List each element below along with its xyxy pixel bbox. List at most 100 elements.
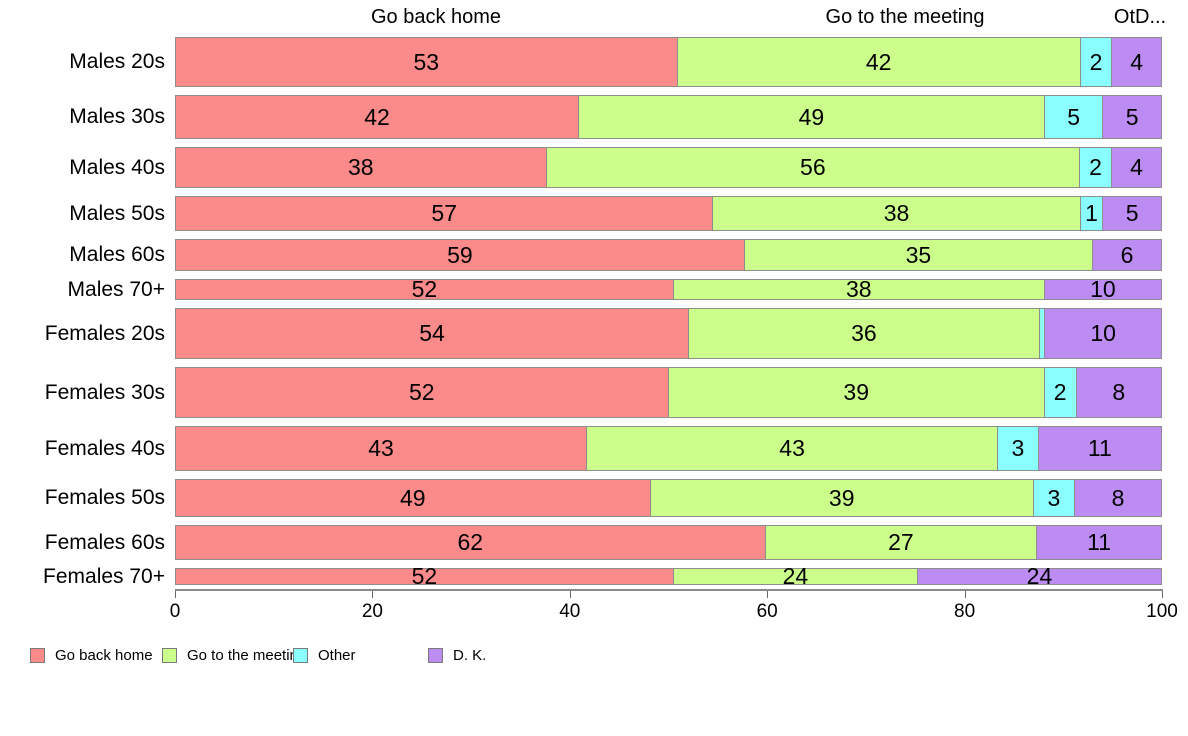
segment-value-label: 8 [1111, 484, 1125, 511]
segment-value-label: 56 [800, 154, 826, 180]
segment-value-label: 38 [883, 200, 910, 226]
legend-label: D. K. [453, 647, 487, 664]
segment-value-label: 3 [1011, 435, 1025, 461]
segment-value-label: 42 [865, 48, 892, 75]
legend-swatch-icon [293, 648, 308, 663]
segment-value-label: 54 [419, 320, 445, 346]
bar-segment-go-back-home: 53 [175, 37, 678, 87]
x-axis-tick [964, 591, 966, 598]
segment-value-label: 59 [447, 241, 473, 268]
segment-value-label: 39 [843, 379, 869, 405]
chart-row-males-40s: Males 40s 38 56 2 4 [0, 147, 1162, 188]
legend-item-other: Other [293, 647, 356, 664]
segment-value-label: 27 [888, 529, 914, 555]
segment-value-label: 42 [364, 103, 390, 130]
bar-segment-d-k: 4 [1111, 147, 1162, 188]
bar-segment-d-k: 10 [1043, 278, 1162, 301]
legend-swatch-icon [428, 648, 443, 663]
bar-segment-go-back-home: 38 [175, 147, 547, 188]
bar-segment-d-k: 6 [1092, 239, 1162, 271]
segment-value-label: 1 [1085, 200, 1098, 226]
bar-segment-go-back-home: 42 [175, 95, 580, 139]
row-label: Males 70+ [67, 277, 165, 301]
stacked-bar: 62 27 11 [175, 525, 1162, 560]
stacked-bar: 52 24 24 [175, 563, 1163, 589]
bar-segment-d-k: 11 [1037, 426, 1162, 471]
stacked-bar: 49 39 3 8 [175, 479, 1162, 517]
chart-row-females-70: Females 70+ 52 24 24 [0, 563, 1163, 589]
segment-value-label: 11 [1087, 529, 1112, 555]
segment-value-label: 5 [1067, 103, 1080, 130]
segment-value-label: 4 [1130, 48, 1144, 75]
segment-value-label: 6 [1120, 241, 1134, 268]
legend-label: Go back home [55, 647, 153, 664]
bar-segment-go-to-the-meeting: 42 [676, 37, 1081, 87]
chart-row-females-20s: Females 20s 54 36 10 [0, 308, 1162, 359]
bar-segment-go-to-the-meeting: 38 [672, 276, 1045, 302]
bar-segment-go-back-home: 62 [175, 525, 766, 560]
legend-label: Go to the meeting [187, 647, 307, 664]
x-axis-tick-label: 40 [559, 601, 581, 622]
stacked-bar: 42 49 5 5 [175, 95, 1162, 139]
chart-row-females-40s: Females 40s 43 43 3 11 [0, 426, 1162, 471]
segment-value-label: 11 [1087, 435, 1112, 461]
segment-value-label: 2 [1053, 379, 1067, 405]
bar-segment-other: 5 [1043, 95, 1104, 139]
bar-segment-go-to-the-meeting: 39 [649, 479, 1034, 517]
segment-value-label: 43 [368, 435, 394, 461]
bar-segment-go-back-home: 52 [175, 278, 674, 301]
segment-value-label: 49 [798, 103, 825, 130]
x-axis-tick-label: 0 [169, 601, 181, 622]
segment-value-label: 5 [1125, 200, 1139, 226]
x-axis-tick-label: 80 [954, 601, 976, 622]
segment-value-label: 3 [1047, 484, 1061, 511]
segment-value-label: 43 [779, 435, 805, 461]
stacked-bar: 59 35 6 [175, 239, 1162, 271]
row-label: Males 30s [69, 105, 165, 128]
bar-segment-d-k: 8 [1075, 367, 1162, 418]
legend-item-go-to-the-meeting: Go to the meeting [162, 647, 306, 664]
segment-value-label: 2 [1089, 154, 1102, 180]
top-label-otd: OtD... [1113, 6, 1167, 28]
bar-segment-go-to-the-meeting: 24 [672, 565, 918, 588]
segment-value-label: 38 [846, 276, 872, 302]
bar-segment-other: 3 [997, 426, 1039, 471]
chart-row-females-60s: Females 60s 62 27 11 [0, 525, 1162, 560]
row-label: Females 50s [44, 486, 165, 509]
legend-label: Other [318, 647, 356, 664]
stacked-bar: 53 42 2 4 [175, 37, 1162, 87]
bar-segment-go-back-home: 59 [175, 239, 745, 271]
bar-segment-other: 3 [1032, 479, 1076, 517]
segment-value-label: 10 [1090, 320, 1116, 346]
bar-segment-go-to-the-meeting: 39 [667, 367, 1045, 418]
segment-value-label: 62 [457, 529, 484, 555]
segment-value-label: 36 [851, 320, 877, 346]
chart-row-males-30s: Males 30s 42 49 5 5 [0, 95, 1162, 139]
bar-segment-go-back-home: 57 [175, 196, 714, 231]
legend-item-go-back-home: Go back home [30, 647, 153, 664]
row-label: Males 60s [69, 243, 165, 266]
bar-segment-go-to-the-meeting: 36 [687, 308, 1040, 359]
bar-rows: Males 20s 53 42 2 4 Males 30s 42 49 5 5 Males 40s 3… [0, 37, 1163, 593]
bar-segment-go-back-home: 54 [175, 308, 689, 359]
stacked-bar: 54 36 10 [175, 308, 1162, 359]
stacked-bar: 52 39 2 8 [175, 367, 1162, 418]
stacked-bar: 43 43 3 11 [175, 426, 1162, 471]
legend-item-d-k: D. K. [428, 647, 486, 664]
segment-value-label: 39 [828, 484, 855, 511]
x-axis-tick [767, 591, 769, 598]
row-label: Females 20s [44, 321, 165, 345]
bar-segment-d-k: 5 [1102, 196, 1162, 231]
bar-segment-go-back-home: 52 [175, 367, 669, 418]
bar-segment-d-k: 24 [916, 563, 1163, 589]
bar-segment-go-back-home: 52 [175, 565, 674, 588]
legend-swatch-icon [162, 648, 177, 663]
x-axis-tick [569, 591, 571, 598]
bar-segment-d-k: 4 [1111, 37, 1162, 87]
bar-segment-go-to-the-meeting: 56 [545, 147, 1081, 188]
segment-value-label: 24 [1026, 563, 1053, 589]
chart-row-males-20s: Males 20s 53 42 2 4 [0, 37, 1162, 87]
x-axis-tick [372, 591, 374, 598]
bar-segment-go-to-the-meeting: 35 [743, 239, 1094, 271]
